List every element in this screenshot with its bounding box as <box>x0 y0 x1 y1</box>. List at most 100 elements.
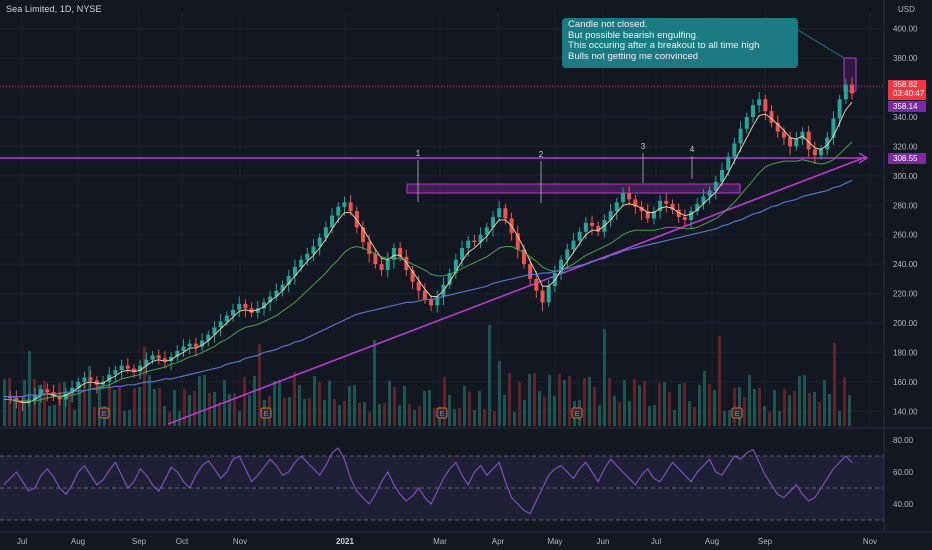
volume-bar <box>333 399 336 426</box>
candle-body <box>274 290 279 297</box>
volume-bar <box>283 398 286 426</box>
candle-body <box>707 190 712 197</box>
rsi-line <box>3 447 853 515</box>
time-tick-label: Oct <box>176 537 189 546</box>
candle-body <box>14 398 19 401</box>
candle-body <box>305 253 310 260</box>
volume-bar <box>178 411 181 426</box>
volume-bar <box>748 375 751 426</box>
volume-bar <box>518 382 521 426</box>
candle-body <box>478 234 483 243</box>
volume-bar <box>803 375 806 426</box>
volume-bar <box>668 392 671 426</box>
volume-bar <box>138 387 141 426</box>
volume-bar <box>613 396 616 426</box>
volume-bar <box>428 390 431 426</box>
volume-bar <box>723 411 726 426</box>
price-tick-label: 200.00 <box>893 319 918 328</box>
volume-bar <box>418 406 421 426</box>
candle-body <box>330 215 335 228</box>
volume-bar <box>3 379 6 426</box>
last-price-value: 358.82 <box>893 80 918 89</box>
volume-bar <box>523 400 526 426</box>
candle-body <box>422 290 427 300</box>
candle-body <box>720 169 725 182</box>
candle-body <box>113 370 118 375</box>
candle-body <box>528 264 533 279</box>
volume-bar <box>158 388 161 426</box>
volume-bar <box>848 395 851 426</box>
candle-body <box>614 202 619 212</box>
candle-body <box>769 111 774 123</box>
candle-body <box>193 343 198 347</box>
volume-bar <box>108 384 111 426</box>
candle-body <box>676 209 681 218</box>
candle-body <box>627 193 632 200</box>
volume-bar <box>638 385 641 426</box>
annotation-line-4: Bulls not getting me convinced <box>568 50 699 62</box>
candle-body <box>169 356 174 362</box>
price-tick-label: 280.00 <box>893 201 918 210</box>
candle-body <box>596 225 601 232</box>
candle-body <box>268 296 273 303</box>
annotation-note[interactable]: Candle not closed. But possible bearish … <box>562 18 798 68</box>
earnings-marker-box <box>98 407 110 419</box>
volume-bar <box>713 390 716 426</box>
volume-bar <box>13 396 16 426</box>
volume-bar <box>148 375 151 426</box>
candle-body <box>466 240 471 248</box>
volume-bar <box>508 373 511 426</box>
volume-bar <box>598 405 601 426</box>
candle-body <box>323 227 328 238</box>
candle-body <box>20 400 25 403</box>
candle-body <box>429 299 434 306</box>
volume-bar <box>503 395 506 426</box>
volume-bar <box>463 386 466 426</box>
volume-bar <box>28 351 31 426</box>
price-tick-label: 400.00 <box>893 25 918 34</box>
candle-body <box>261 302 266 309</box>
time-tick-label: Jul <box>17 537 27 546</box>
volume-bar <box>293 372 296 426</box>
ma-slow-line <box>4 179 853 398</box>
candle-body <box>732 143 737 157</box>
candle-body <box>540 290 545 303</box>
volume-bar <box>388 381 391 426</box>
time-tick-label: May <box>547 537 562 546</box>
volume-bar <box>673 410 676 426</box>
time-tick-label: 2021 <box>336 537 354 546</box>
volume-bar <box>403 386 406 426</box>
volume-bar <box>343 401 346 426</box>
volume-bar <box>588 377 591 426</box>
candle-body <box>416 281 421 291</box>
volume-bar <box>448 395 451 426</box>
volume-bar <box>203 375 206 426</box>
candle-body <box>280 284 285 291</box>
candle-body <box>726 156 731 170</box>
candle-body <box>695 203 700 212</box>
volume-bar <box>278 380 281 426</box>
symbol-title: Sea Limited, 1D, NYSE <box>6 4 102 14</box>
price-tick-label: 380.00 <box>893 54 918 63</box>
volume-bar <box>778 411 781 426</box>
volume-bar <box>288 397 291 426</box>
volume-bar <box>188 395 191 426</box>
candle-body <box>212 327 217 335</box>
volume-bar <box>703 371 706 426</box>
annotation-line-1: Candle not closed. <box>568 19 648 30</box>
volume-bar <box>528 374 531 426</box>
candle-body <box>82 377 87 382</box>
volume-bar <box>538 391 541 426</box>
volume-bar <box>458 408 461 426</box>
candle-body <box>689 211 694 220</box>
price-tick-label: 180.00 <box>893 348 918 357</box>
volume-bar <box>568 376 571 426</box>
candle-body <box>385 259 390 271</box>
candle-body <box>150 355 155 360</box>
volume-bar <box>618 402 621 426</box>
candle-body <box>119 365 124 371</box>
candle-body <box>8 396 13 399</box>
candle-body <box>701 196 706 204</box>
volume-bar <box>688 401 691 426</box>
